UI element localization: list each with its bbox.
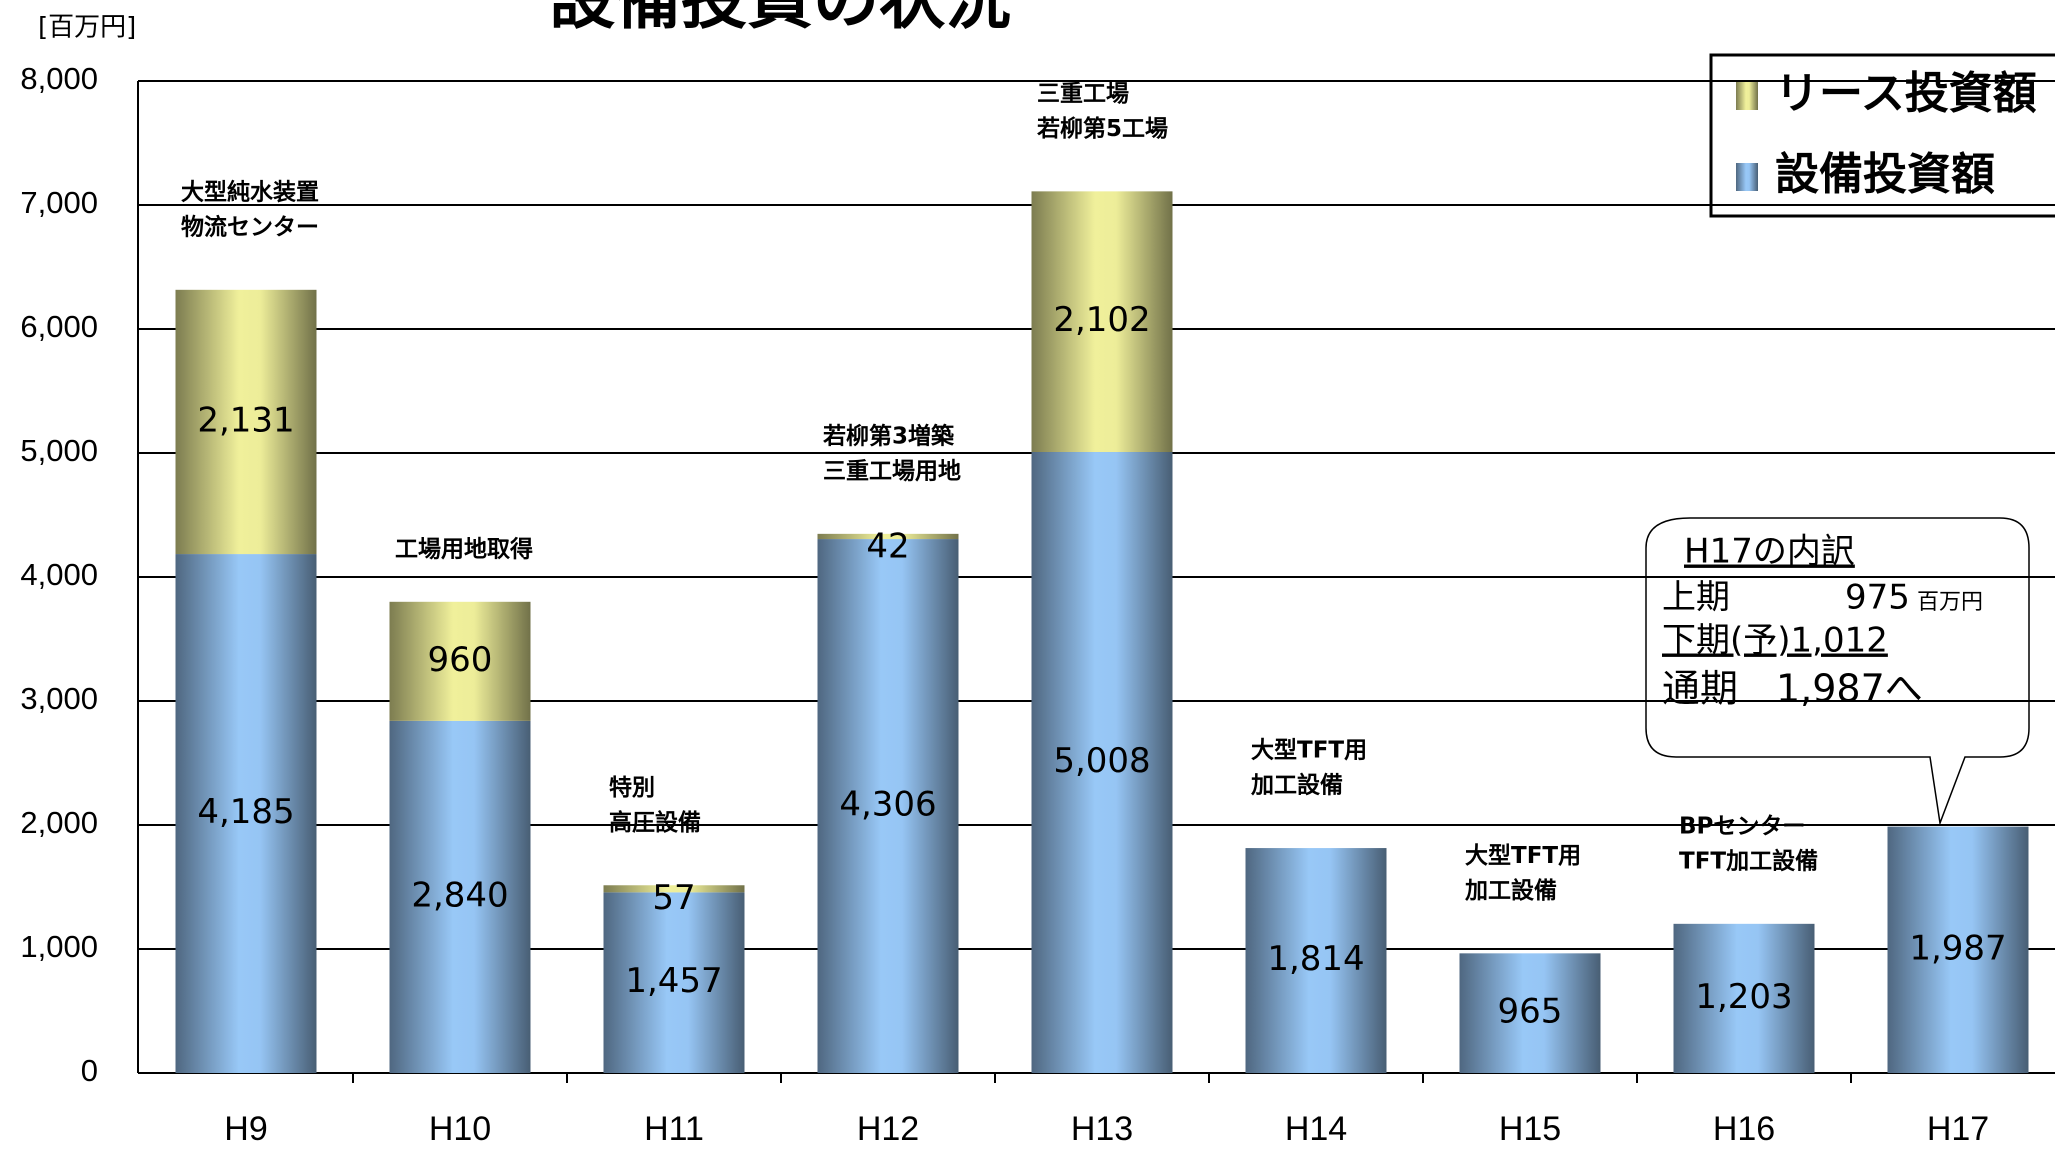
value-label: 42 <box>866 526 909 566</box>
bar-segment <box>1887 826 2029 1073</box>
bar-segment <box>389 720 531 1073</box>
bar-segment <box>1459 953 1601 1073</box>
value-label: 4,185 <box>197 792 294 832</box>
value-label: 2,840 <box>411 875 508 915</box>
value-label: 960 <box>428 640 493 680</box>
bar-segment <box>1245 848 1387 1073</box>
bar-note: 高圧設備 <box>609 809 701 836</box>
x-tick-label: H17 <box>1927 1110 1989 1148</box>
bar-note: 若柳第3増築 <box>823 422 955 449</box>
value-label: 2,102 <box>1053 300 1150 340</box>
bar-segment <box>817 533 959 540</box>
x-tick-label: H9 <box>224 1110 267 1148</box>
bar-note: 工場用地取得 <box>395 535 533 562</box>
y-tick-label: 7,000 <box>20 185 98 220</box>
callout-line: 下期(予)1,012 <box>1662 621 1888 661</box>
chart-title: 設備投資の状況 <box>549 0 1011 38</box>
x-tick-label: H13 <box>1071 1110 1133 1148</box>
x-tick-label: H15 <box>1499 1110 1561 1148</box>
legend-label: 設備投資額 <box>1775 149 1995 200</box>
bar-segment <box>1031 452 1173 1073</box>
bar-segment <box>389 601 531 721</box>
y-tick-label: 3,000 <box>20 681 98 716</box>
y-tick-label: 6,000 <box>20 309 98 344</box>
bar-note: 三重工場 <box>1037 81 1129 107</box>
value-label: 2,131 <box>197 400 294 440</box>
bar-segment <box>175 289 317 555</box>
y-tick-label: 4,000 <box>20 557 98 592</box>
bar-note: 大型TFT用 <box>1251 738 1367 764</box>
value-label: 57 <box>652 878 695 918</box>
bar-note: 特別 <box>609 775 655 801</box>
value-label: 1,203 <box>1695 977 1792 1017</box>
bar-segment <box>817 539 959 1073</box>
legend-swatch <box>1736 163 1758 191</box>
x-tick-label: H16 <box>1713 1110 1775 1148</box>
callout-title: H17の内訳 <box>1684 532 1855 572</box>
bar-note: BPセンター <box>1679 813 1805 839</box>
callout-value: 975 <box>1845 578 1910 618</box>
bar-segment <box>603 892 745 1073</box>
callout-box <box>1645 517 2030 826</box>
bar-note: 加工設備 <box>1250 772 1343 799</box>
bar-segment <box>175 554 317 1073</box>
y-tick-label: 1,000 <box>20 929 98 964</box>
bar-segment <box>1031 191 1173 453</box>
bar-segment <box>1673 923 1815 1073</box>
x-tick-label: H10 <box>429 1110 491 1148</box>
callout-line: 通期 1,987へ <box>1662 667 1923 711</box>
y-tick-label: 5,000 <box>20 433 98 468</box>
bar-note: 三重工場用地 <box>823 458 961 484</box>
y-tick-label: 0 <box>81 1053 98 1088</box>
legend-swatch <box>1736 82 1758 110</box>
bar-note: 大型TFT用 <box>1465 843 1581 869</box>
value-label: 1,987 <box>1909 928 2006 968</box>
x-tick-label: H11 <box>644 1110 704 1148</box>
value-label: 4,306 <box>839 785 936 825</box>
x-tick-label: H14 <box>1285 1110 1347 1148</box>
y-unit: [百万円] <box>38 13 136 43</box>
callout: H17の内訳 上期 975 百万円 下期(予)1,012 通期 1,987へ <box>1645 517 2030 826</box>
legend-label: リース投資額 <box>1775 68 2037 119</box>
bar-note: 若柳第5工場 <box>1037 115 1168 142</box>
y-tick-label: 2,000 <box>20 805 98 840</box>
bar-segment <box>603 885 745 893</box>
callout-unit: 百万円 <box>1917 590 1983 615</box>
bar-note: 加工設備 <box>1464 877 1557 904</box>
bar-note: 大型純水装置 <box>181 178 319 205</box>
y-tick-label: 8,000 <box>20 61 98 96</box>
value-label: 1,457 <box>625 961 722 1001</box>
value-label: 965 <box>1498 992 1563 1032</box>
bar-note: 物流センター <box>181 213 319 240</box>
value-label: 1,814 <box>1267 939 1364 979</box>
value-label: 5,008 <box>1053 741 1150 781</box>
callout-line: 上期 <box>1662 578 1730 618</box>
bar-note: TFT加工設備 <box>1679 847 1818 874</box>
x-tick-label: H12 <box>857 1110 919 1148</box>
